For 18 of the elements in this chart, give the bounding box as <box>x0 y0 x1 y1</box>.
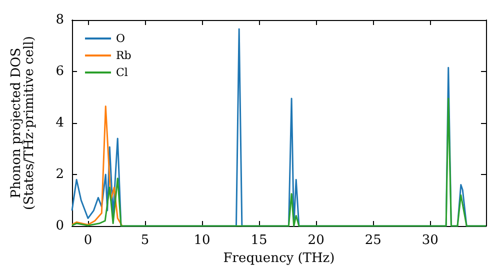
x-tick-label: 30 <box>422 233 438 248</box>
legend-label: Rb <box>116 49 132 62</box>
y-tick-label: 2 <box>56 167 64 182</box>
line-series <box>71 106 123 227</box>
x-axis-title: Frequency (THz) <box>223 250 335 266</box>
y-axis-title: Phonon projected DOS (States/THz·primitive cell) <box>9 36 37 210</box>
x-tick-label: 15 <box>250 233 268 248</box>
legend-label: Cl <box>116 66 128 79</box>
y-tick-label: 0 <box>56 218 64 234</box>
x-tick-label: 20 <box>308 233 324 248</box>
legend-label: O <box>116 32 126 45</box>
y-tick-label: 4 <box>56 116 64 130</box>
x-tick-label: 0 <box>84 233 92 248</box>
y-tick-label: 6 <box>56 64 64 79</box>
x-tick-label: 25 <box>364 233 382 248</box>
x-tick-label: 5 <box>140 233 150 248</box>
x-tick-label: 10 <box>194 233 210 248</box>
y-tick-label: 8 <box>56 12 64 28</box>
